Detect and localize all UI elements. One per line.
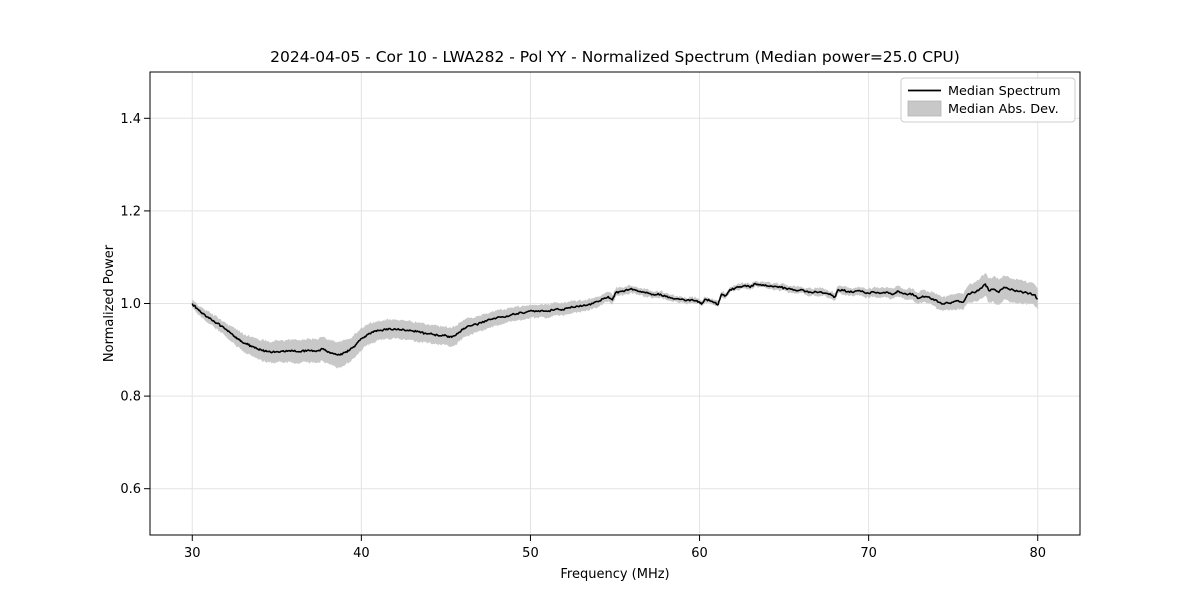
y-tick-label: 1.4 <box>120 112 141 127</box>
x-tick-label: 60 <box>691 546 708 561</box>
legend: Median Spectrum Median Abs. Dev. <box>900 77 1076 123</box>
y-axis-label: Normalized Power <box>102 244 117 362</box>
median-spectrum-line <box>191 282 1038 356</box>
y-tick-label: 0.8 <box>120 390 141 405</box>
y-tick-label: 1.2 <box>120 204 141 219</box>
mad-band <box>192 272 1038 369</box>
x-tick-label: 80 <box>1029 546 1046 561</box>
legend-label-median-abs-dev: Median Abs. Dev. <box>948 102 1059 117</box>
y-tick-label: 0.6 <box>120 482 141 497</box>
mad-band-path <box>192 272 1038 369</box>
legend-label-median-spectrum: Median Spectrum <box>948 84 1061 99</box>
tick-labels: 30 40 50 60 70 80 0.6 0.8 1.0 1.2 1.4 <box>120 112 1046 561</box>
x-tick-label: 30 <box>184 546 201 561</box>
median-spectrum-path <box>191 282 1038 356</box>
chart-title: 2024-04-05 - Cor 10 - LWA282 - Pol YY - … <box>270 48 960 66</box>
x-tick-label: 50 <box>522 546 539 561</box>
legend-box <box>900 77 1076 123</box>
y-tick-label: 1.0 <box>120 297 141 312</box>
legend-band-sample <box>907 100 942 117</box>
x-tick-label: 40 <box>353 546 370 561</box>
x-tick-label: 70 <box>860 546 877 561</box>
x-axis-label: Frequency (MHz) <box>560 567 669 582</box>
tick-marks <box>144 117 1039 541</box>
